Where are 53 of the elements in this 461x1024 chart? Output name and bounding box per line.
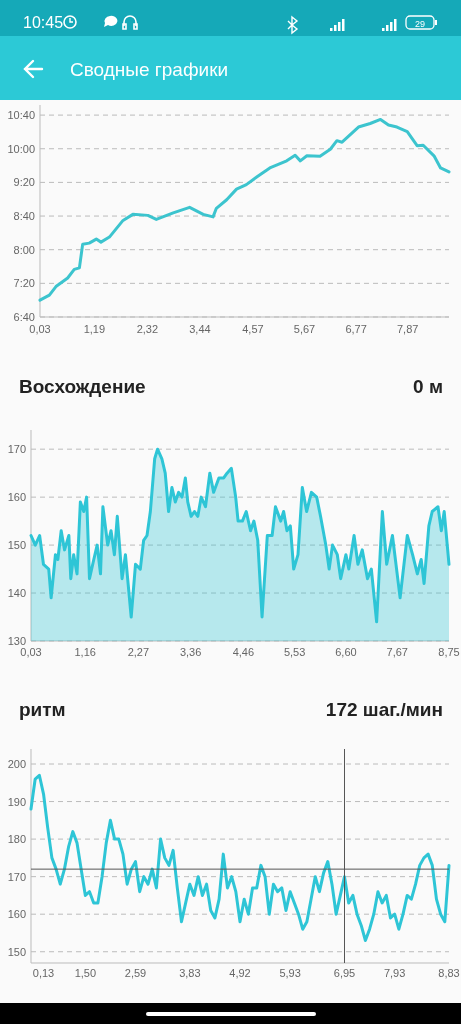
x-tick-label: 0,03 (20, 646, 42, 658)
x-tick-label: 3,44 (189, 323, 211, 335)
y-tick-label: 190 (7, 795, 26, 808)
y-tick-label: 6:40 (13, 311, 35, 323)
text: 29 (414, 18, 426, 29)
y-tick-label: 7:20 (13, 277, 35, 290)
line-series (38, 117, 451, 302)
line-series (29, 773, 451, 942)
x-tick-label: 5,93 (279, 967, 301, 979)
x-tick-label: 6,60 (335, 646, 357, 658)
x-tick-label: 2,27 (127, 646, 150, 658)
y-tick-label: 160 (7, 908, 26, 921)
chart-title: Сводные графики (70, 59, 229, 80)
x-tick-label: 1,19 (83, 323, 106, 335)
x-tick-label: 8,83 (438, 967, 460, 979)
x-tick-label: 6,95 (333, 967, 356, 979)
y-tick-label: 200 (7, 758, 26, 771)
x-tick-label: 7,67 (386, 646, 408, 658)
y-tick-label: 130 (7, 635, 26, 647)
y-tick-label: 150 (7, 539, 26, 552)
x-tick-label: 5,53 (283, 646, 306, 658)
x-tick-label: 4,46 (232, 646, 255, 658)
y-tick-label: 170 (7, 443, 26, 456)
x-tick-label: 7,87 (397, 323, 419, 335)
x-tick-label: 3,36 (179, 646, 202, 658)
x-tick-label: 8,75 (438, 646, 460, 658)
y-tick-label: 10:00 (7, 142, 35, 155)
y-tick-label: 10:40 (7, 109, 35, 122)
x-tick-label: 0,03 (29, 323, 51, 335)
x-tick-label: 3,83 (179, 967, 201, 979)
y-tick-label: 150 (7, 945, 26, 958)
chart-title: ритм (19, 699, 66, 720)
text: 10:45 (23, 14, 64, 31)
x-tick-label: 4,92 (229, 967, 251, 979)
y-tick-label: 140 (7, 587, 26, 600)
y-tick-label: 160 (7, 491, 26, 504)
x-tick-label: 2,59 (124, 967, 147, 979)
x-tick-label: 0,13 (32, 967, 55, 979)
chart-title: Восхождение (19, 376, 146, 397)
chart-subtitle: 0 м (413, 376, 443, 397)
x-tick-label: 5,67 (293, 323, 316, 335)
y-tick-label: 9:20 (13, 176, 35, 189)
x-tick-label: 4,57 (242, 323, 264, 335)
y-tick-label: 8:40 (13, 210, 35, 223)
x-tick-label: 2,32 (136, 323, 159, 335)
chart-subtitle: 172 шаг./мин (325, 699, 443, 720)
y-tick-label: 170 (7, 870, 26, 883)
x-tick-label: 7,93 (383, 967, 406, 979)
x-tick-label: 1,50 (74, 967, 97, 979)
x-tick-label: 6,77 (345, 323, 367, 335)
y-tick-label: 180 (7, 833, 26, 846)
y-tick-label: 8:00 (13, 243, 35, 256)
x-tick-label: 1,16 (74, 646, 96, 658)
